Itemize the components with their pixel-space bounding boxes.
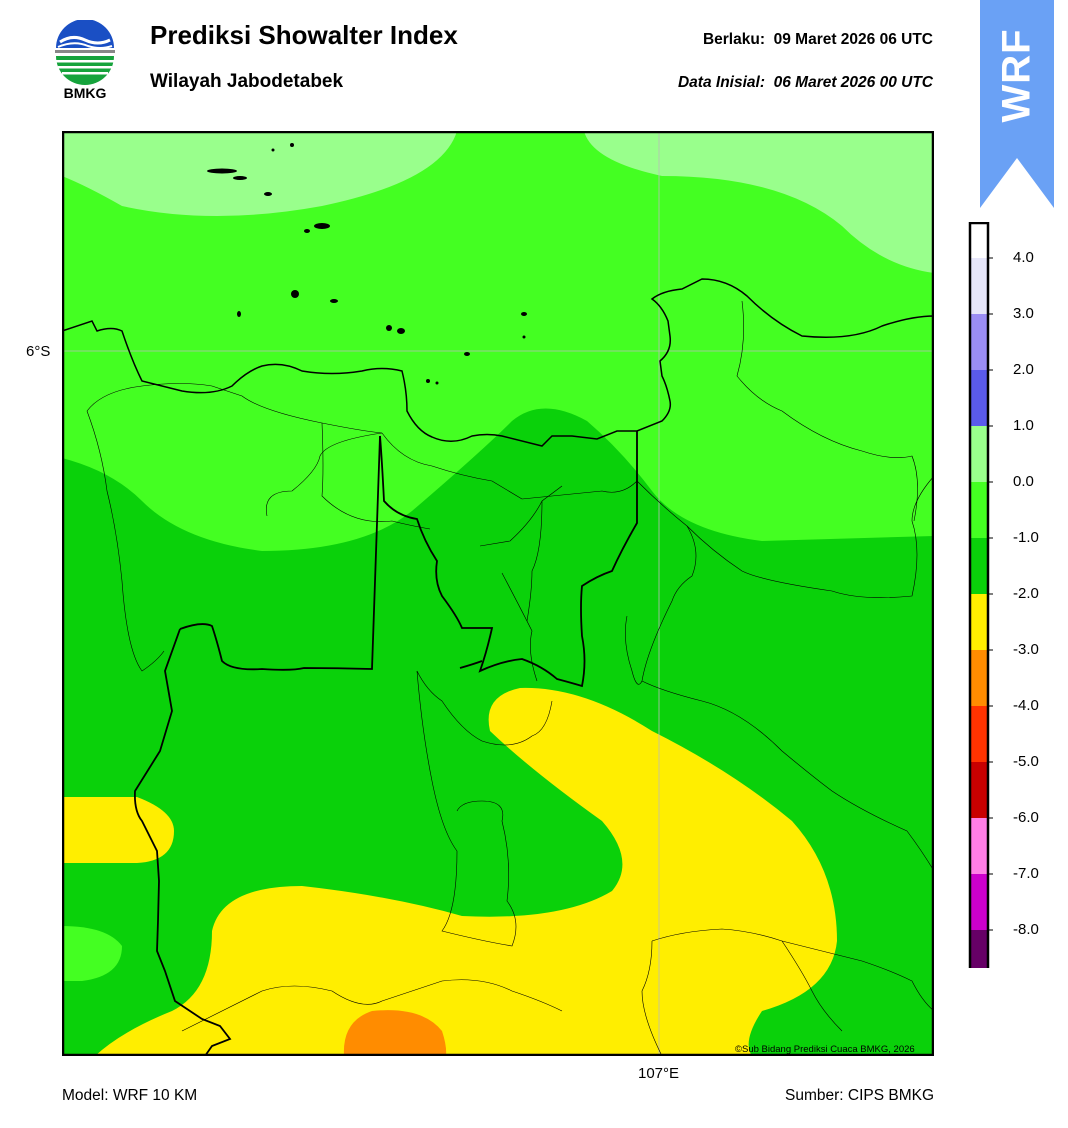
- colorbar-segment: [970, 426, 988, 482]
- wrf-ribbon: [980, 0, 1054, 208]
- colorbar: [968, 222, 993, 968]
- colorbar-segment: [970, 314, 988, 370]
- colorbar-tick-label: 4.0: [1013, 249, 1034, 266]
- coastline: [62, 278, 934, 447]
- colorbar-tick-label: -4.0: [1013, 697, 1039, 714]
- page-subtitle: Wilayah Jabodetabek: [150, 71, 344, 92]
- colorbar-segment: [970, 482, 988, 538]
- field-0-to-1-northeast: [584, 131, 934, 273]
- wrf-ribbon-label: WRF: [994, 27, 1039, 123]
- source-label: Sumber: CIPS BMKG: [784, 1087, 934, 1104]
- colorbar-segment: [970, 874, 988, 930]
- page-title: Prediksi Showalter Index: [150, 20, 458, 50]
- latitude-label: 6°S: [26, 343, 51, 360]
- init-time-label: Data Inisial:: [677, 74, 765, 91]
- colorbar-tick-label: -8.0: [1013, 921, 1039, 938]
- colorbar-tick-label: -6.0: [1013, 809, 1039, 826]
- colorbar-frame: [968, 222, 990, 968]
- field-minus3-to-minus4: [343, 1010, 447, 1056]
- colorbar-tick-label: 3.0: [1013, 305, 1034, 322]
- colorbar-segment: [970, 538, 988, 594]
- colorbar-segment: [970, 930, 988, 968]
- colorbar-tick-label: 1.0: [1013, 417, 1034, 434]
- colorbar-segment: [970, 258, 988, 314]
- colorbar-tick-label: -2.0: [1013, 585, 1039, 602]
- valid-time: Berlaku: 09 Maret 2026 06 UTC: [703, 31, 933, 49]
- islands: [207, 143, 527, 385]
- map-credit: ©Sub Bidang Prediksi Cuaca BMKG, 2026: [735, 1044, 915, 1055]
- regency-borders: [86, 300, 934, 1056]
- valid-time-label: Berlaku:: [702, 31, 765, 48]
- field-0-to-1-northwest: [62, 131, 457, 216]
- bmkg-logo-icon: BMKG: [55, 20, 115, 100]
- field-minus2-to-minus3-south: [95, 687, 837, 1056]
- longitude-label: 107°E: [638, 1065, 680, 1082]
- map-frame: [62, 131, 934, 1056]
- colorbar-segment: [970, 222, 988, 258]
- init-time: Data Inisial: 06 Maret 2026 00 UTC: [678, 74, 933, 92]
- field-0-to-minus1-southwest: [62, 926, 122, 981]
- init-time-value: 06 Maret 2026 00 UTC: [773, 74, 933, 91]
- colorbar-segment: [970, 706, 988, 762]
- colorbar-segment: [970, 762, 988, 818]
- colorbar-segment: [970, 594, 988, 650]
- field-minus2-to-minus3-west: [62, 797, 174, 863]
- valid-time-value: 09 Maret 2026 06 UTC: [773, 31, 933, 48]
- colorbar-tick-label: 2.0: [1013, 361, 1034, 378]
- colorbar-tick-label: -7.0: [1013, 865, 1039, 882]
- colorbar-segment: [970, 370, 988, 426]
- colorbar-tick-label: -1.0: [1013, 529, 1039, 546]
- colorbar-segment: [970, 818, 988, 874]
- colorbar-tick-label: -3.0: [1013, 641, 1039, 658]
- province-borders: [133, 431, 638, 1056]
- colorbar-segment: [970, 650, 988, 706]
- logo-text: BMKG: [64, 85, 107, 100]
- colorbar-tick-label: -5.0: [1013, 753, 1039, 770]
- model-label: Model: WRF 10 KM: [62, 1087, 198, 1104]
- showalter-map: [62, 131, 934, 1056]
- colorbar-tick-label: 0.0: [1013, 473, 1034, 490]
